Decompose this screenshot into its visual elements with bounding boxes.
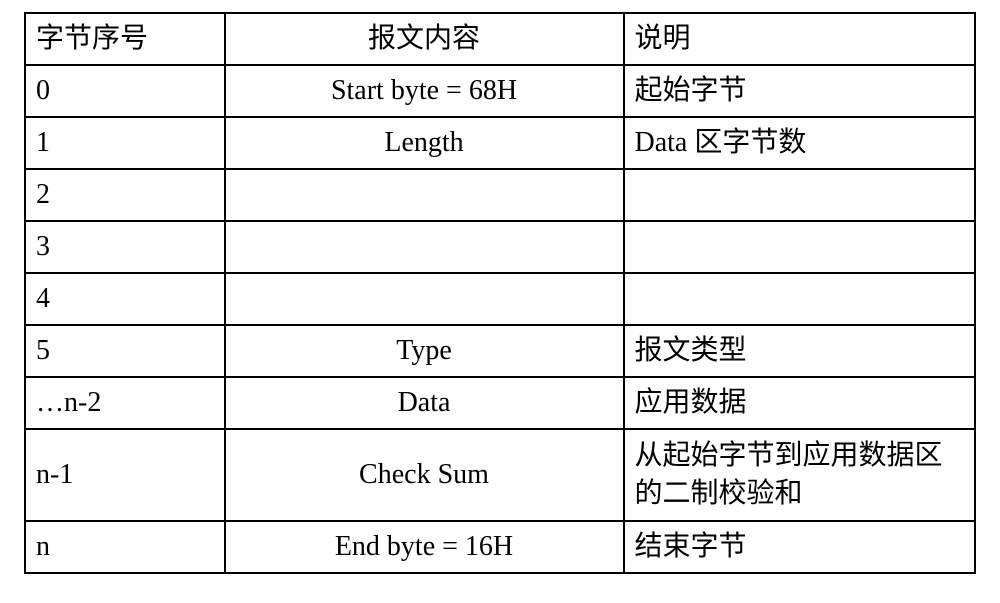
table-row: …n-2 Data 应用数据 (25, 377, 975, 429)
cell-content (225, 221, 624, 273)
cell-content (225, 169, 624, 221)
cell-content: Check Sum (225, 429, 624, 521)
cell-content: Data (225, 377, 624, 429)
cell-index: 0 (25, 65, 225, 117)
cell-desc: Data 区字节数 (624, 117, 976, 169)
cell-index: …n-2 (25, 377, 225, 429)
packet-format-table-container: 字节序号 报文内容 说明 0 Start byte = 68H 起始字节 1 L… (0, 0, 1000, 586)
table-row: n End byte = 16H 结束字节 (25, 521, 975, 573)
table-row: 3 (25, 221, 975, 273)
cell-desc: 应用数据 (624, 377, 976, 429)
table-row: 0 Start byte = 68H 起始字节 (25, 65, 975, 117)
cell-desc: 结束字节 (624, 521, 976, 573)
table-row: 1 Length Data 区字节数 (25, 117, 975, 169)
cell-index: 5 (25, 325, 225, 377)
cell-content: Start byte = 68H (225, 65, 624, 117)
cell-desc: 起始字节 (624, 65, 976, 117)
table-header-row: 字节序号 报文内容 说明 (25, 13, 975, 65)
cell-index: 4 (25, 273, 225, 325)
table-body: 0 Start byte = 68H 起始字节 1 Length Data 区字… (25, 65, 975, 573)
cell-desc: 报文类型 (624, 325, 976, 377)
cell-index: n (25, 521, 225, 573)
cell-content (225, 273, 624, 325)
table-row: n-1 Check Sum 从起始字节到应用数据区的二制校验和 (25, 429, 975, 521)
cell-desc (624, 273, 976, 325)
col-header-index: 字节序号 (25, 13, 225, 65)
cell-desc (624, 221, 976, 273)
cell-index: n-1 (25, 429, 225, 521)
table-row: 2 (25, 169, 975, 221)
packet-format-table: 字节序号 报文内容 说明 0 Start byte = 68H 起始字节 1 L… (24, 12, 976, 574)
table-row: 5 Type 报文类型 (25, 325, 975, 377)
cell-desc: 从起始字节到应用数据区的二制校验和 (624, 429, 976, 521)
cell-index: 3 (25, 221, 225, 273)
cell-index: 2 (25, 169, 225, 221)
cell-content: End byte = 16H (225, 521, 624, 573)
cell-content: Length (225, 117, 624, 169)
table-row: 4 (25, 273, 975, 325)
cell-desc (624, 169, 976, 221)
col-header-desc: 说明 (624, 13, 976, 65)
cell-content: Type (225, 325, 624, 377)
col-header-content: 报文内容 (225, 13, 624, 65)
cell-index: 1 (25, 117, 225, 169)
